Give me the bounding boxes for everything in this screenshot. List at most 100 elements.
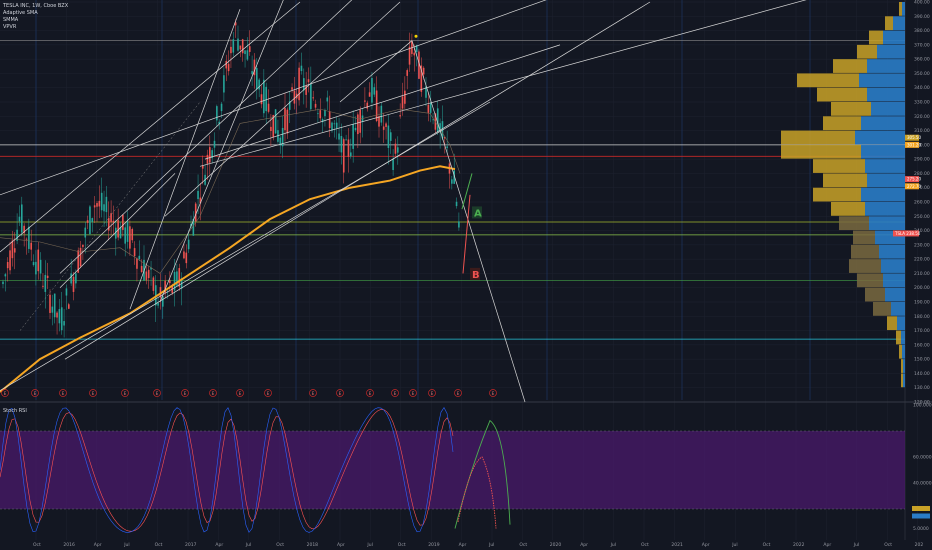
candle-body (91, 218, 94, 223)
y-tick-label: 360.00 (914, 57, 930, 63)
trendline (0, 1, 301, 253)
candle-body (103, 204, 105, 212)
candle-body (439, 123, 441, 132)
candle-body (46, 275, 49, 278)
candle-body (110, 213, 112, 223)
candle-body (185, 252, 188, 264)
candle-body (18, 216, 21, 222)
vp-bar-up (865, 202, 905, 216)
price-badge (905, 176, 919, 183)
candle-body (162, 296, 164, 307)
event-label: E (34, 391, 37, 396)
event-marker (153, 389, 161, 397)
y-tick-label: 130.00 (914, 385, 930, 391)
candle-body (347, 139, 350, 157)
candle-body (415, 45, 418, 53)
candle-body (133, 248, 136, 257)
candle-body (291, 87, 293, 90)
candle-body (65, 288, 68, 296)
candle-body (164, 280, 166, 293)
candle-body (317, 113, 319, 115)
price-badge (905, 134, 919, 141)
vp-bar-up (901, 330, 905, 345)
candle-body (288, 101, 291, 110)
y-tick-label: 240.00 (914, 228, 930, 234)
candle-body (225, 60, 228, 69)
candle-body (389, 132, 392, 141)
indicator-vpvr[interactable]: VPVR (3, 24, 17, 30)
candle-body (418, 51, 420, 79)
vp-bar-down (887, 316, 897, 331)
event-marker (209, 389, 217, 397)
vp-bar-down (781, 144, 861, 159)
candle-body (140, 265, 143, 273)
candle-body (458, 221, 460, 228)
candle-body (112, 220, 115, 223)
candle-body (326, 97, 329, 102)
x-tick-label: Oct (398, 542, 406, 548)
annotation-a-box (472, 206, 482, 219)
candle-body (194, 203, 197, 222)
candle-body (216, 106, 218, 121)
vp-bar-down (853, 230, 875, 245)
candle-body (124, 227, 126, 244)
y-tick-label: 340.00 (914, 85, 930, 91)
volume-profile (781, 2, 905, 388)
event-marker (1, 389, 9, 397)
candle-body (100, 192, 103, 211)
vp-bar-down (901, 359, 903, 373)
candle-body (223, 75, 225, 93)
candle-body (354, 127, 357, 131)
candle-body (241, 39, 244, 54)
event-label: E (412, 391, 415, 396)
event-label: E (184, 391, 187, 396)
sma-line (0, 165, 456, 393)
indicator-smma[interactable]: SMMA (3, 17, 19, 23)
event-label: E (492, 391, 495, 396)
candle-body (335, 122, 338, 129)
vp-bar-down (797, 73, 859, 88)
annotation-a: A (474, 208, 482, 219)
candle-body (75, 273, 77, 284)
y-tick-label: 350.00 (914, 71, 930, 77)
candle-body (213, 140, 216, 148)
arrow-b (462, 194, 471, 274)
stoch-k-line (0, 407, 454, 533)
event-label: E (394, 391, 397, 396)
candle-body (331, 122, 333, 131)
candle-body (173, 271, 176, 291)
event-marker (121, 389, 129, 397)
vp-bar-up (861, 187, 905, 202)
candle-body (119, 227, 122, 239)
vp-bar-down (781, 130, 855, 145)
x-tick-label: Apr (215, 542, 223, 548)
indicator-adaptive-sma[interactable]: Adaptive SMA (3, 10, 38, 16)
vp-bar-up (861, 144, 905, 159)
y-tick-label: 210.00 (914, 271, 930, 277)
candle-body (248, 46, 251, 52)
trendlines (0, 0, 807, 403)
candle-body (267, 103, 270, 112)
vp-bar-down (896, 330, 901, 345)
y-tick-label: 320.00 (914, 114, 930, 120)
candle-body (310, 83, 312, 110)
y-tick-label: 170.00 (914, 328, 930, 334)
price-badge-label: 275.20 (907, 177, 921, 182)
x-tick-label: Apr (94, 542, 102, 548)
candle-body (432, 119, 434, 121)
event-label: E (124, 391, 127, 396)
candle-body (239, 45, 242, 50)
symbol-title: TESLA INC, 1W, Cboe BZX (3, 3, 69, 9)
event-marker (454, 389, 462, 397)
price-badge (893, 230, 919, 237)
event-marker (59, 389, 67, 397)
projection-red (457, 456, 497, 529)
y-tick-label: 260.00 (914, 200, 930, 206)
trendline (204, 44, 561, 160)
event-label: E (212, 391, 215, 396)
candle-body (129, 226, 131, 249)
candle-body (256, 67, 258, 90)
event-label: E (339, 391, 342, 396)
vp-bar-up (903, 359, 905, 373)
